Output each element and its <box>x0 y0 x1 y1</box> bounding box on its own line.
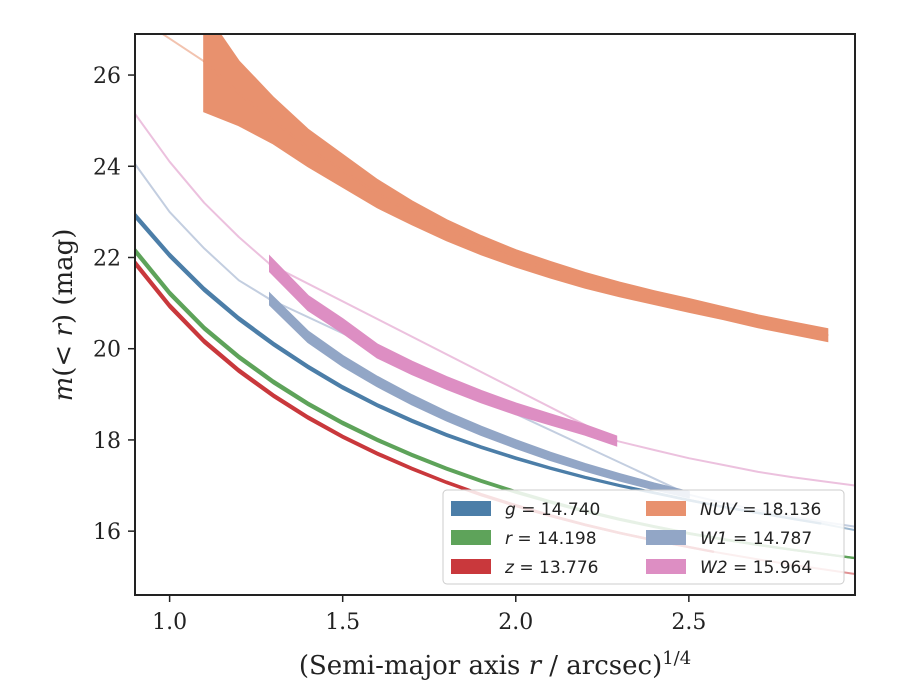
series-nuv <box>160 34 829 343</box>
series-nuv-band <box>203 34 829 343</box>
legend-label-g: g = 14.740 <box>505 500 600 520</box>
series-w2-line <box>268 263 618 442</box>
series-w1-model-line <box>135 163 855 528</box>
series-w1 <box>135 163 855 528</box>
legend-swatch-g <box>451 501 491 516</box>
y-ticks: 16 18 20 22 24 26 <box>93 64 135 545</box>
series-w1-line <box>268 298 690 496</box>
legend-label-w2: W2 = 15.964 <box>700 558 812 578</box>
x-tick-label: 2.0 <box>498 610 533 635</box>
series-nuv-line <box>202 60 829 337</box>
legend: g = 14.740 r = 14.198 z = 13.776 NUV = 1… <box>442 489 845 585</box>
y-tick-label: 22 <box>93 246 121 271</box>
legend-label-r: r = 14.198 <box>505 529 597 549</box>
series-w2-model-line <box>135 113 855 487</box>
y-tick-label: 18 <box>93 429 121 454</box>
legend-swatch-w2 <box>646 559 686 574</box>
legend-label-w1: W1 = 14.787 <box>700 529 812 549</box>
legend-swatch-w1 <box>646 530 686 545</box>
series-w2 <box>135 113 855 487</box>
legend-swatch-z <box>451 559 491 574</box>
x-tick-label: 1.0 <box>152 610 187 635</box>
legend-swatch-nuv <box>646 501 686 516</box>
x-tick-label: 1.5 <box>325 610 360 635</box>
y-tick-label: 20 <box>93 338 121 363</box>
legend-swatch-r <box>451 530 491 545</box>
x-tick-label: 2.5 <box>671 610 706 635</box>
y-axis-label: m(< r) (mag) <box>49 229 79 402</box>
y-tick-label: 16 <box>93 520 121 545</box>
legend-label-nuv: NUV = 18.136 <box>700 500 821 520</box>
legend-label-z: z = 13.776 <box>504 558 598 578</box>
y-tick-label: 24 <box>93 155 121 180</box>
legend-box <box>442 489 845 585</box>
series-nuv-model-line <box>160 34 205 63</box>
x-axis-label: (Semi-major axis r / arcsec)1/4 <box>299 648 691 681</box>
x-ticks: 1.0 1.5 2.0 2.5 <box>152 595 706 635</box>
y-tick-label: 26 <box>93 64 121 89</box>
plot-frame <box>134 33 856 596</box>
series-w2-band <box>269 254 618 447</box>
